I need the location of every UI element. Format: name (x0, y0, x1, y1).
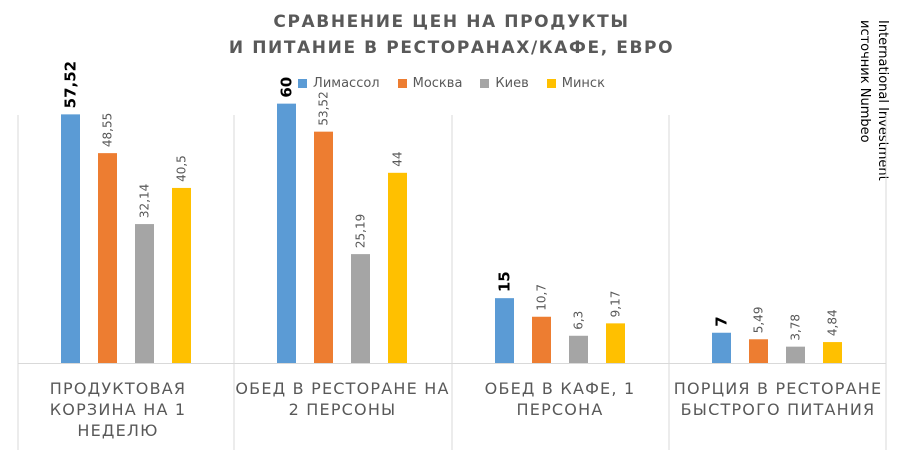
legend-item-minsk: Минск (546, 76, 605, 91)
bar (606, 323, 625, 363)
chart-legend: Лимассол Москва Киев Минск (0, 76, 903, 91)
legend-label: Лимассол (313, 76, 380, 91)
category-label-restaurant-dinner: ОБЕД В РЕСТОРАНЕ НА 2 ПЕРСОНЫ (235, 379, 450, 419)
data-label: 57,52 (62, 61, 80, 108)
legend-item-moscow: Москва (397, 76, 463, 91)
bar (61, 114, 80, 363)
bar (749, 339, 768, 363)
legend-label: Москва (412, 76, 463, 91)
chart-title-line-1: СРАВНЕНИЕ ЦЕН НА ПРОДУКТЫ (273, 12, 630, 32)
source-line-2: источник Numbeo (857, 20, 872, 143)
legend-swatch (480, 79, 490, 88)
bar (351, 254, 370, 363)
data-label: 15 (496, 271, 514, 292)
legend-swatch (298, 79, 308, 88)
bar (277, 103, 296, 363)
data-label: 32,14 (138, 184, 152, 218)
data-label: 9,17 (609, 291, 623, 318)
bar (712, 332, 731, 363)
chart-title-line-2: И ПИТАНИЕ В РЕСТОРАНАХ/КАФЕ, ЕВРО (228, 38, 675, 58)
bar (388, 172, 407, 363)
legend-label: Киев (495, 76, 529, 91)
data-label: 10,7 (535, 284, 549, 311)
data-label: 44 (391, 152, 405, 167)
data-label: 3,78 (789, 314, 803, 341)
bar (532, 316, 551, 363)
bar (314, 131, 333, 363)
data-label: 4,84 (826, 309, 840, 336)
category-label-cafe-lunch: ОБЕД В КАФЕ, 1 ПЕРСОНА (484, 379, 636, 419)
data-label: 5,49 (752, 307, 766, 334)
legend-swatch (546, 79, 556, 88)
bar (135, 224, 154, 363)
legend-item-limassol: Лимассол (298, 76, 380, 91)
data-label: 60 (278, 77, 296, 98)
bar (495, 298, 514, 363)
data-label: 7 (713, 316, 731, 326)
bar (569, 335, 588, 363)
bar (786, 346, 805, 363)
data-label: 25,19 (354, 214, 368, 248)
data-label: 6,3 (572, 311, 586, 330)
data-label: 40,5 (175, 155, 189, 182)
legend-swatch (397, 79, 407, 88)
category-label-fast-food: ПОРЦИЯ В РЕСТОРАНЕ БЫСТРОГО ПИТАНИЯ (673, 379, 883, 419)
bar (823, 342, 842, 363)
data-label: 48,55 (101, 113, 115, 147)
data-label: 53,52 (317, 91, 331, 125)
bar (172, 187, 191, 363)
bar (98, 153, 117, 363)
legend-label: Минск (561, 76, 605, 91)
category-label-grocery-basket: ПРОДУКТОВАЯ КОРЗИНА НА 1 НЕДЕЛЮ (49, 379, 187, 440)
legend-item-kiev: Киев (480, 76, 529, 91)
